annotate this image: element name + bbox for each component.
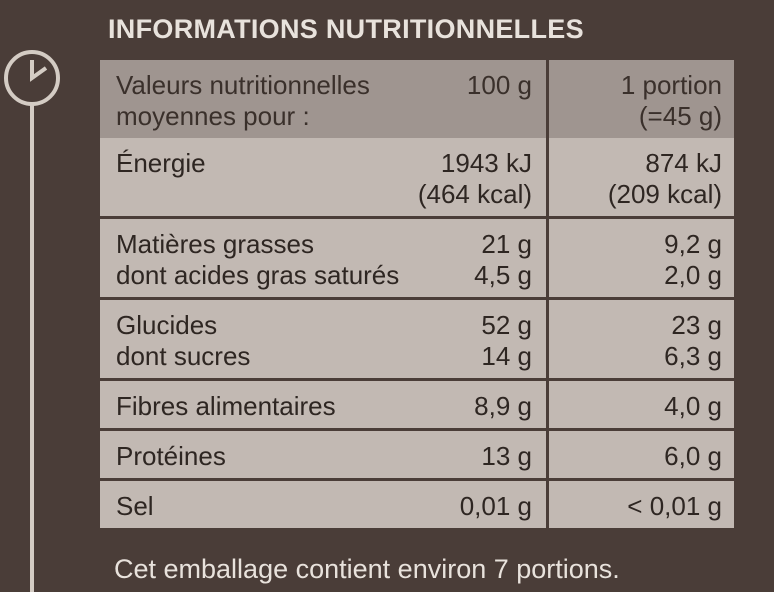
portion-value: 6,3 g <box>664 341 722 371</box>
table-row: Énergie 1943 kJ (464 kcal) 874 kJ (209 kcal… <box>100 138 734 216</box>
per100-value: 4,5 g <box>474 260 532 290</box>
row-portion-cell: 9,2 g 2,0 g <box>546 219 734 297</box>
table-row: Sel 0,01 g < 0,01 g <box>100 478 734 528</box>
page-title: INFORMATIONS NUTRITIONNELLES <box>108 14 584 44</box>
header-per100: 100 g <box>466 70 532 100</box>
row-label-cell: Protéines 13 g <box>100 431 546 478</box>
header-portion-line2: (=45 g) <box>638 101 722 131</box>
row-label-cell: Fibres alimentaires 8,9 g <box>100 381 546 428</box>
nutrient-label: dont acides gras saturés <box>116 260 400 290</box>
table-row: Glucides dont sucres 52 g 14 g 23 g 6,3 g <box>100 297 734 378</box>
per100-value: 52 g <box>481 310 532 340</box>
per100-value: 0,01 g <box>459 491 532 521</box>
nutrient-label: Glucides <box>116 310 218 340</box>
portion-value: (209 kcal) <box>607 179 722 209</box>
table-row: Fibres alimentaires 8,9 g 4,0 g <box>100 378 734 428</box>
row-portion-cell: 23 g 6,3 g <box>546 300 734 378</box>
row-label-cell: Énergie 1943 kJ (464 kcal) <box>100 138 546 216</box>
portion-value: 6,0 g <box>664 441 722 471</box>
per100-value: 13 g <box>481 441 532 471</box>
footer-note: Cet emballage contient environ 7 portion… <box>114 554 620 584</box>
header-label-line2: moyennes pour : <box>116 101 310 131</box>
portion-value: 4,0 g <box>664 391 722 421</box>
clock-icon <box>4 50 60 106</box>
nutrient-label <box>116 179 206 210</box>
header-portion-line1: 1 portion <box>620 70 722 100</box>
per100-value: 1943 kJ <box>440 148 532 178</box>
nutrient-label: Matières grasses <box>116 229 314 259</box>
nutrient-label: Protéines <box>116 441 226 471</box>
row-portion-cell: 6,0 g <box>546 431 734 478</box>
per100-value: 8,9 g <box>474 391 532 421</box>
clock-stem-line <box>30 105 34 592</box>
nutrient-label: dont sucres <box>116 341 251 371</box>
header-label-line1: Valeurs nutritionnelles <box>116 70 370 100</box>
nutrition-table: Valeurs nutritionnelles moyennes pour : … <box>100 60 734 528</box>
header-portion-cell: 1 portion (=45 g) <box>546 60 734 138</box>
portion-value: 2,0 g <box>664 260 722 290</box>
row-label-cell: Sel 0,01 g <box>100 481 546 528</box>
row-label-cell: Glucides dont sucres 52 g 14 g <box>100 300 546 378</box>
header-label-cell: Valeurs nutritionnelles moyennes pour : … <box>100 60 546 138</box>
nutrient-label: Fibres alimentaires <box>116 391 336 421</box>
row-portion-cell: < 0,01 g <box>546 481 734 528</box>
nutrient-label: Énergie <box>116 148 206 178</box>
portion-value: 23 g <box>671 310 722 340</box>
per100-value: 21 g <box>481 229 532 259</box>
row-label-cell: Matières grasses dont acides gras saturés… <box>100 219 546 297</box>
row-portion-cell: 4,0 g <box>546 381 734 428</box>
row-portion-cell: 874 kJ (209 kcal) <box>546 138 734 216</box>
per100-value: 14 g <box>481 341 532 371</box>
portion-value: < 0,01 g <box>627 491 722 521</box>
table-row: Matières grasses dont acides gras saturés… <box>100 216 734 297</box>
portion-value: 9,2 g <box>664 229 722 259</box>
nutrient-label: Sel <box>116 491 154 521</box>
portion-value: 874 kJ <box>645 148 722 178</box>
table-row: Protéines 13 g 6,0 g <box>100 428 734 478</box>
table-header-row: Valeurs nutritionnelles moyennes pour : … <box>100 60 734 138</box>
per100-value: (464 kcal) <box>417 179 532 209</box>
